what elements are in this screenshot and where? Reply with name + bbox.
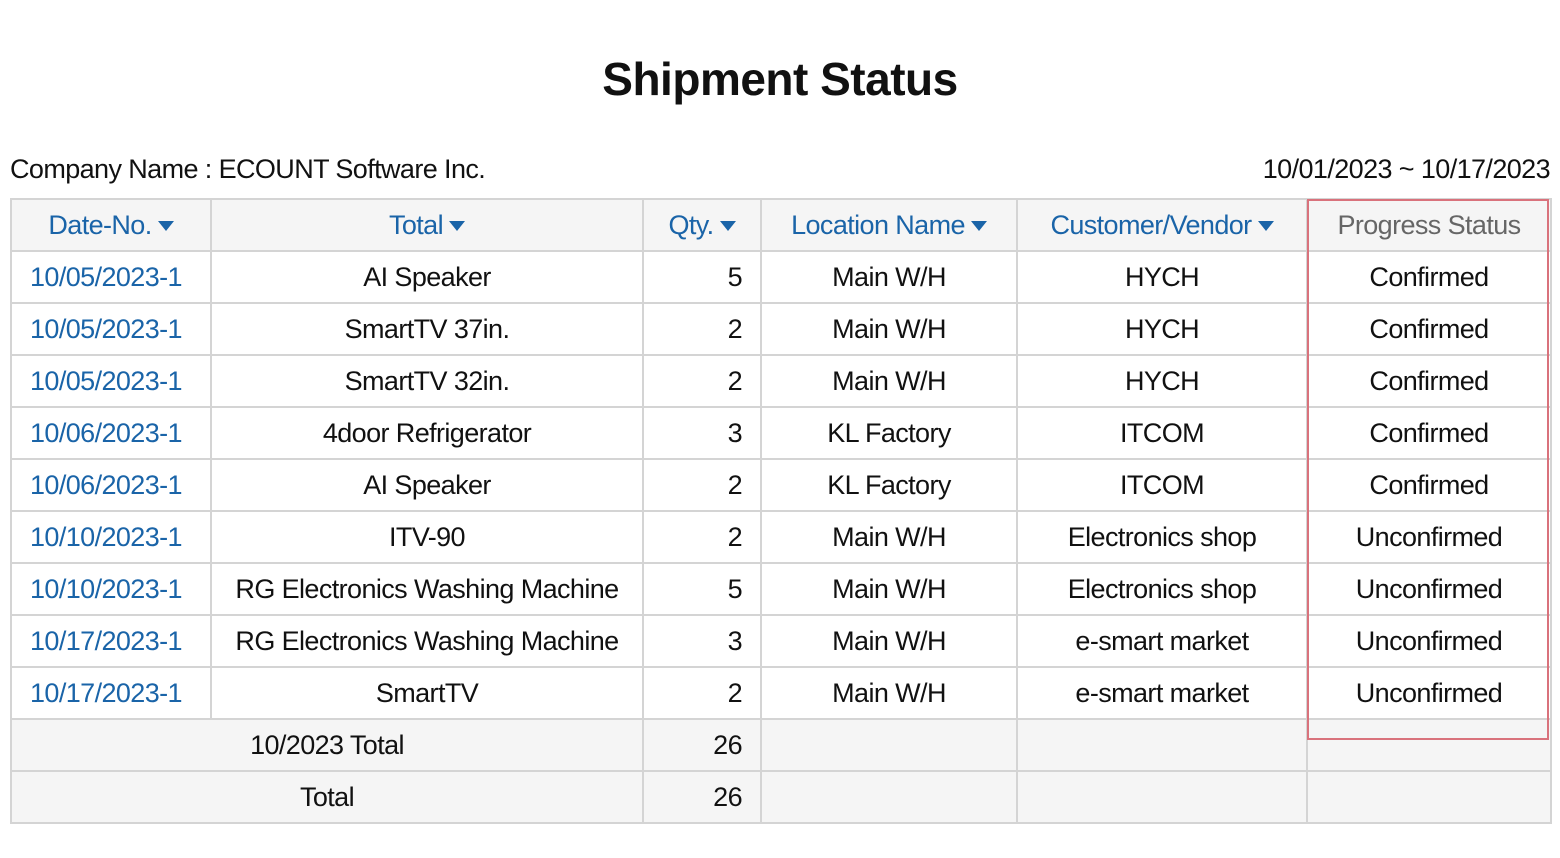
item-name: SmartTV — [210, 666, 644, 720]
header-label: Date-No. — [48, 209, 152, 240]
date-no-link[interactable]: 10/10/2023-1 — [10, 562, 212, 616]
location-name: Main W/H — [760, 302, 1018, 356]
column-header-qty[interactable]: Qty. — [642, 198, 762, 252]
subtotal-label: 10/2023 Total — [10, 718, 644, 772]
progress-status: Unconfirmed — [1306, 666, 1552, 720]
date-no-link[interactable]: 10/06/2023-1 — [10, 406, 212, 460]
qty: 5 — [642, 250, 762, 304]
date-no-link[interactable]: 10/10/2023-1 — [10, 510, 212, 564]
table-row: 10/06/2023-1 4door Refrigerator 3 KL Factor… — [10, 406, 1552, 460]
customer-vendor: HYCH — [1016, 354, 1308, 408]
date-no-link[interactable]: 10/17/2023-1 — [10, 666, 212, 720]
date-no-link[interactable]: 10/05/2023-1 — [10, 250, 212, 304]
company-name: Company Name : ECOUNT Software Inc. — [10, 154, 486, 184]
header-row: Date-No. Total Qty. Location Name Custom… — [10, 198, 1552, 252]
qty: 5 — [642, 562, 762, 616]
header-label: Location Name — [791, 209, 965, 240]
progress-status: Unconfirmed — [1306, 562, 1552, 616]
empty-cell — [1306, 718, 1552, 772]
customer-vendor: ITCOM — [1016, 406, 1308, 460]
empty-cell — [760, 770, 1018, 824]
item-name: SmartTV 32in. — [210, 354, 644, 408]
qty: 2 — [642, 510, 762, 564]
caret-down-icon — [449, 221, 466, 232]
location-name: Main W/H — [760, 562, 1018, 616]
caret-down-icon — [719, 221, 736, 232]
date-no-link[interactable]: 10/06/2023-1 — [10, 458, 212, 512]
qty: 2 — [642, 458, 762, 512]
qty: 3 — [642, 614, 762, 668]
column-header-customer[interactable]: Customer/Vendor — [1016, 198, 1308, 252]
location-name: Main W/H — [760, 354, 1018, 408]
subtotal-row: 10/2023 Total 26 — [10, 718, 1552, 772]
shipment-table: Date-No. Total Qty. Location Name Custom… — [10, 198, 1552, 824]
caret-down-icon — [1257, 221, 1274, 232]
table-row: 10/05/2023-1 SmartTV 37in. 2 Main W/H HYCH Co… — [10, 302, 1552, 356]
table-row: 10/05/2023-1 AI Speaker 5 Main W/H HYCH Confi… — [10, 250, 1552, 304]
empty-cell — [1016, 770, 1308, 824]
progress-status: Confirmed — [1306, 354, 1552, 408]
header-label: Qty. — [668, 209, 714, 240]
customer-vendor: Electronics shop — [1016, 562, 1308, 616]
empty-cell — [1016, 718, 1308, 772]
date-no-link[interactable]: 10/05/2023-1 — [10, 354, 212, 408]
caret-down-icon — [157, 221, 174, 232]
table-row: 10/17/2023-1 RG Electronics Washing Machi… — [10, 614, 1552, 668]
location-name: KL Factory — [760, 458, 1018, 512]
page-title: Shipment Status — [602, 53, 958, 105]
header-label: Total — [388, 209, 444, 240]
column-header-date-no[interactable]: Date-No. — [10, 198, 212, 252]
empty-cell — [1306, 770, 1552, 824]
item-name: AI Speaker — [210, 250, 644, 304]
item-name: SmartTV 37in. — [210, 302, 644, 356]
table-row: 10/10/2023-1 ITV-90 2 Main W/H Electronics s… — [10, 510, 1552, 564]
item-name: RG Electronics Washing Machine — [210, 614, 644, 668]
item-name: RG Electronics Washing Machine — [210, 562, 644, 616]
caret-down-icon — [970, 221, 987, 232]
location-name: Main W/H — [760, 614, 1018, 668]
customer-vendor: HYCH — [1016, 250, 1308, 304]
header-label: Customer/Vendor — [1050, 209, 1252, 240]
item-name: AI Speaker — [210, 458, 644, 512]
table-row: 10/17/2023-1 SmartTV 2 Main W/H e-smart mark… — [10, 666, 1552, 720]
column-header-location[interactable]: Location Name — [760, 198, 1018, 252]
date-range: 10/01/2023 ~ 10/17/2023 — [1262, 154, 1551, 184]
empty-cell — [760, 718, 1018, 772]
location-name: Main W/H — [760, 666, 1018, 720]
column-header-progress-status: Progress Status — [1306, 198, 1552, 252]
date-no-link[interactable]: 10/05/2023-1 — [10, 302, 212, 356]
customer-vendor: e-smart market — [1016, 666, 1308, 720]
progress-status: Confirmed — [1306, 406, 1552, 460]
total-row: Total 26 — [10, 770, 1552, 824]
item-name: ITV-90 — [210, 510, 644, 564]
progress-status: Unconfirmed — [1306, 510, 1552, 564]
subtotal-qty: 26 — [642, 718, 762, 772]
progress-status: Confirmed — [1306, 458, 1552, 512]
table-row: 10/05/2023-1 SmartTV 32in. 2 Main W/H HYCH Co… — [10, 354, 1552, 408]
progress-status: Confirmed — [1306, 250, 1552, 304]
progress-status: Unconfirmed — [1306, 614, 1552, 668]
column-header-total[interactable]: Total — [210, 198, 644, 252]
qty: 2 — [642, 302, 762, 356]
qty: 2 — [642, 354, 762, 408]
customer-vendor: e-smart market — [1016, 614, 1308, 668]
table-row: 10/06/2023-1 AI Speaker 2 KL Factory ITCOM Co… — [10, 458, 1552, 512]
qty: 3 — [642, 406, 762, 460]
location-name: KL Factory — [760, 406, 1018, 460]
customer-vendor: ITCOM — [1016, 458, 1308, 512]
total-qty: 26 — [642, 770, 762, 824]
qty: 2 — [642, 666, 762, 720]
total-label: Total — [10, 770, 644, 824]
progress-status: Confirmed — [1306, 302, 1552, 356]
date-no-link[interactable]: 10/17/2023-1 — [10, 614, 212, 668]
location-name: Main W/H — [760, 510, 1018, 564]
customer-vendor: HYCH — [1016, 302, 1308, 356]
table-row: 10/10/2023-1 RG Electronics Washing Machi… — [10, 562, 1552, 616]
location-name: Main W/H — [760, 250, 1018, 304]
customer-vendor: Electronics shop — [1016, 510, 1308, 564]
item-name: 4door Refrigerator — [210, 406, 644, 460]
